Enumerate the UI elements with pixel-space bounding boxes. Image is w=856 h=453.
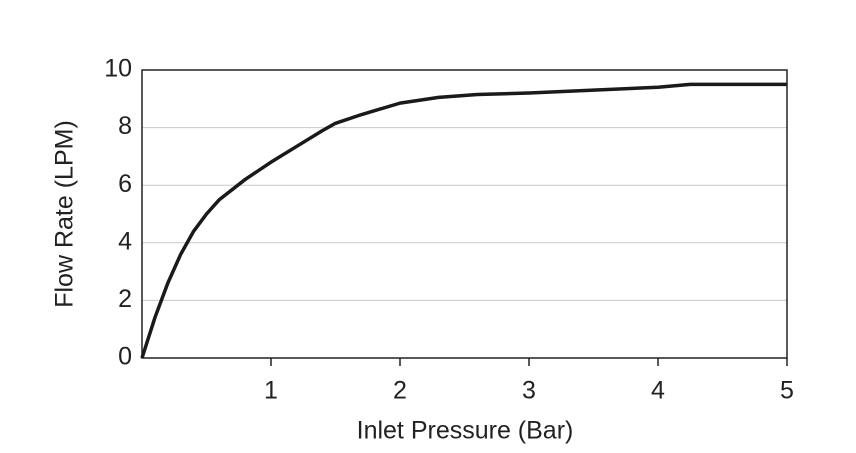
y-axis-title: Flow Rate (LPM) bbox=[51, 120, 79, 308]
x-tick-label: 3 bbox=[522, 377, 536, 405]
data-line bbox=[140, 82, 787, 359]
y-tick-label: 0 bbox=[118, 343, 132, 371]
y-tick-label: 10 bbox=[104, 55, 132, 83]
x-axis-title: Inlet Pressure (Bar) bbox=[357, 417, 574, 445]
x-tick-label: 5 bbox=[780, 377, 794, 405]
x-tick-label: 2 bbox=[393, 377, 407, 405]
y-tick-label: 4 bbox=[118, 227, 132, 255]
y-tick-label: 6 bbox=[118, 170, 132, 198]
y-tick-label: 8 bbox=[118, 112, 132, 140]
plot-frame bbox=[141, 69, 788, 359]
y-tick-label: 2 bbox=[118, 285, 132, 313]
x-tick-label: 1 bbox=[264, 377, 278, 405]
x-tick-label: 4 bbox=[651, 377, 665, 405]
